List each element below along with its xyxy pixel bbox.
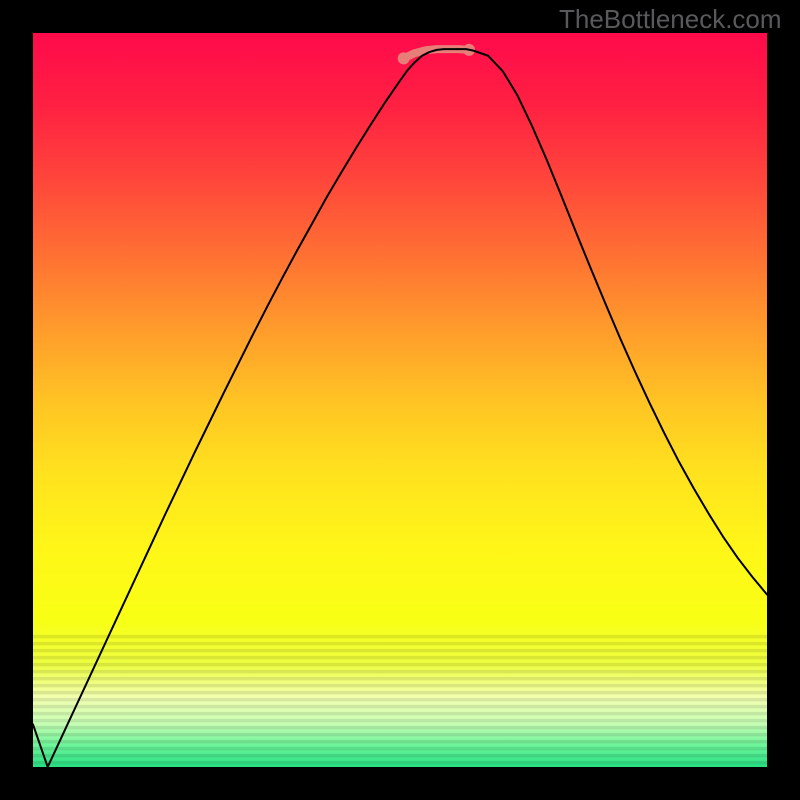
accent-dot-left [398,52,410,64]
bottom-banding [33,635,767,765]
figure-root: TheBottleneck.com [0,0,800,800]
plot-area [33,33,767,767]
watermark-text: TheBottleneck.com [559,4,782,35]
chart-svg [33,33,767,767]
